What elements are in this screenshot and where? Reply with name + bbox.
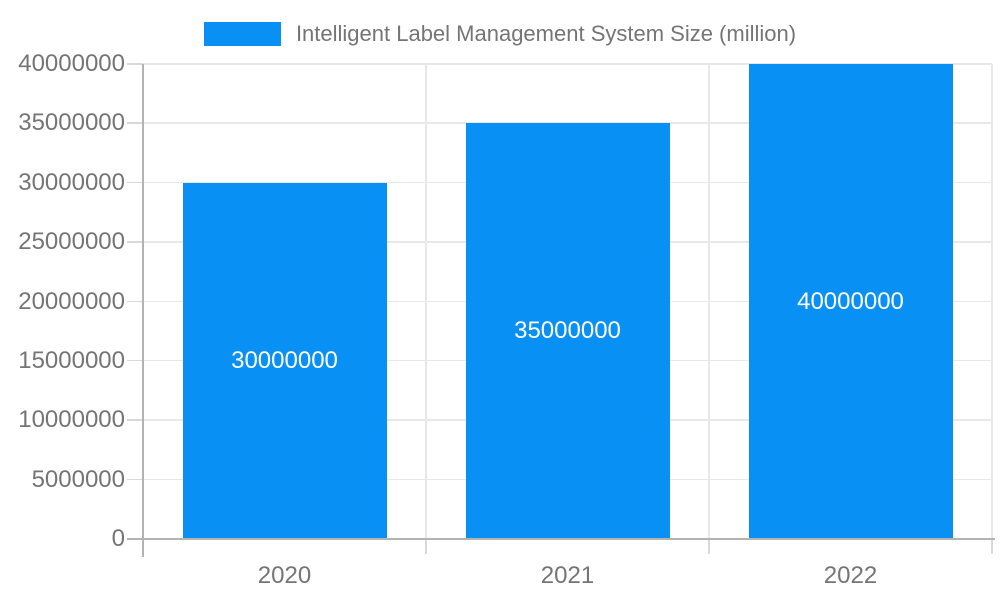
legend-item[interactable]: Intelligent Label Management System Size… <box>0 18 1000 50</box>
y-gridline <box>143 122 992 124</box>
x-axis-label: 2022 <box>823 562 878 589</box>
x-axis-label: 2021 <box>540 562 595 589</box>
x-gridline <box>425 64 427 539</box>
y-axis-label: 25000000 <box>18 228 125 256</box>
legend-swatch <box>203 22 281 46</box>
bar-2022 <box>748 64 953 539</box>
y-tick-mark <box>127 300 143 302</box>
y-axis-label: 0 <box>111 525 125 552</box>
y-axis-label: 35000000 <box>18 109 125 137</box>
y-tick-mark <box>127 359 143 362</box>
legend-label: Intelligent Label Management System Size… <box>295 21 797 46</box>
bar-2021 <box>465 123 670 539</box>
bar-value-label: 35000000 <box>514 317 621 345</box>
y-tick-mark <box>127 181 143 184</box>
y-axis-label: 30000000 <box>18 168 125 196</box>
y-tick-mark <box>127 241 143 243</box>
y-axis-label: 5000000 <box>31 465 125 493</box>
x-tick-mark <box>708 539 710 554</box>
y-axis-label: 20000000 <box>18 287 125 315</box>
x-axis-line <box>127 538 995 540</box>
y-axis-line <box>142 64 144 557</box>
y-axis-label: 10000000 <box>18 406 125 434</box>
bar-value-label: 40000000 <box>797 287 904 315</box>
y-tick-mark <box>127 122 143 124</box>
y-axis-label: 40000000 <box>18 50 125 77</box>
bar-value-label: 30000000 <box>231 346 338 374</box>
x-tick-mark <box>991 539 993 554</box>
y-gridline <box>143 63 992 65</box>
y-tick-mark <box>127 478 143 481</box>
bar-2020 <box>182 182 387 539</box>
x-tick-mark <box>425 539 427 554</box>
x-axis-label: 2020 <box>257 562 312 589</box>
x-gridline <box>991 64 993 539</box>
y-tick-mark <box>127 63 143 65</box>
x-gridline <box>708 64 710 539</box>
y-axis-label: 15000000 <box>18 346 125 374</box>
y-tick-mark <box>127 419 143 421</box>
